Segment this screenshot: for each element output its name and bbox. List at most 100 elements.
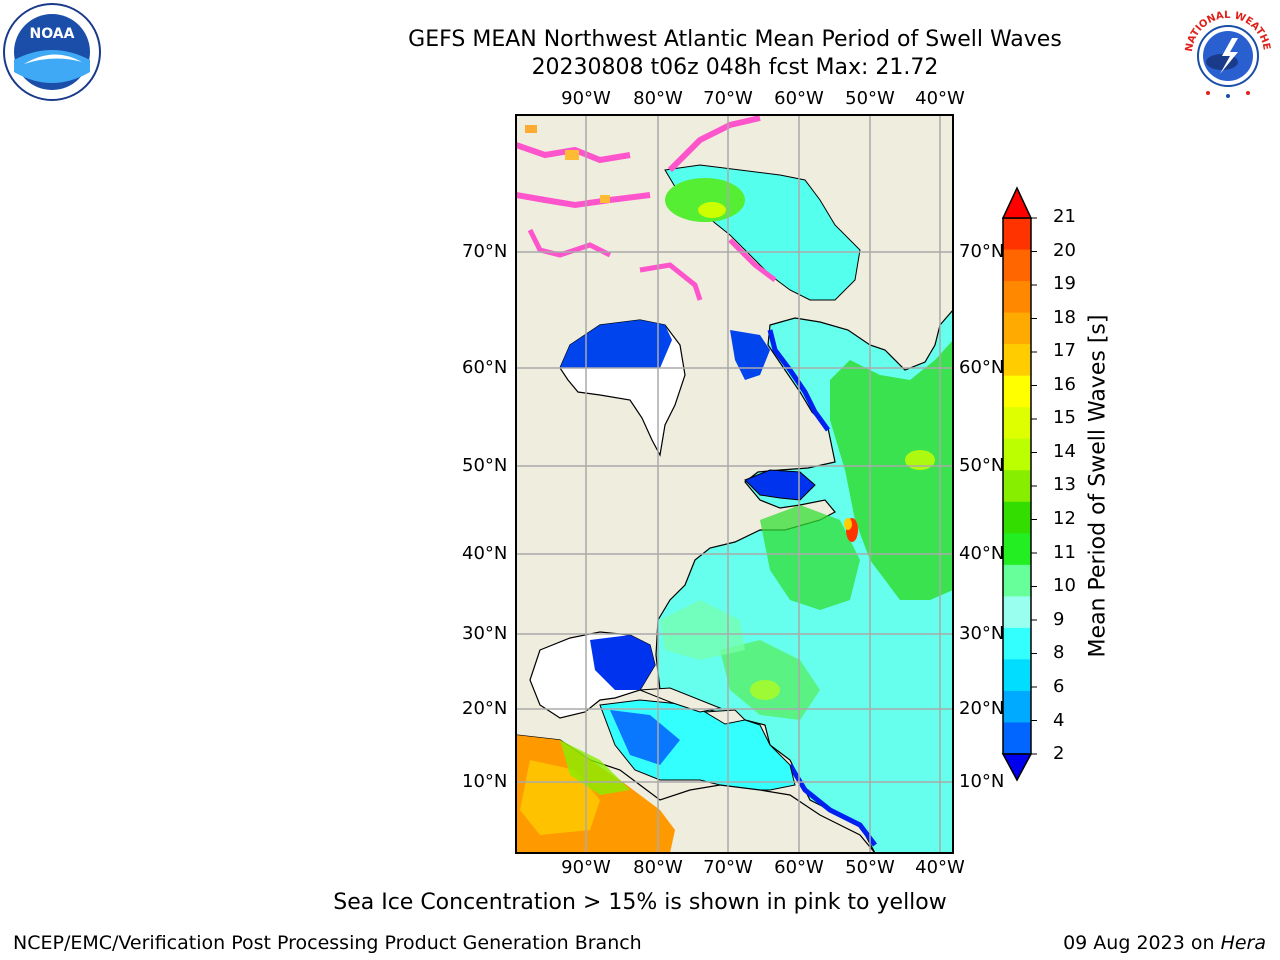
sea-ice-archipelago-2 — [516, 192, 651, 209]
colorbar-tick-4: 4 — [1053, 710, 1065, 731]
lon-label-top-80w: 80°W — [633, 88, 683, 109]
lon-label-top-50w: 50°W — [845, 88, 895, 109]
lon-label-bottom-50w: 50°W — [845, 857, 895, 878]
noaa-logo-icon: NOAA — [3, 3, 101, 101]
colorbar-band — [1003, 375, 1031, 408]
colorbar-tick-11: 11 — [1053, 542, 1076, 563]
gulf-of-mexico-waves — [590, 635, 655, 690]
colorbar-band — [1003, 564, 1031, 597]
baffin-yellow-patch — [698, 202, 726, 218]
footer-host: Hera — [1220, 932, 1266, 954]
colorbar-band — [1003, 344, 1031, 377]
colorbar-tick-10: 10 — [1053, 575, 1076, 596]
footer-date: 09 Aug 2023 on Hera — [1063, 932, 1266, 954]
colorbar-band — [1003, 533, 1031, 566]
lat-label-right-70n: 70°N — [959, 241, 1005, 262]
footer-credit: NCEP/EMC/Verification Post Processing Pr… — [13, 932, 642, 954]
footer-date-text: 09 Aug 2023 on — [1063, 932, 1221, 954]
colorbar-band — [1003, 501, 1031, 534]
lat-label-left-30n: 30°N — [462, 623, 508, 644]
colorbar-tick-9: 9 — [1053, 609, 1065, 630]
colorbar-band — [1003, 312, 1031, 345]
map-title: GEFS MEAN Northwest Atlantic Mean Period… — [408, 27, 1062, 52]
hudson-bay-waves — [560, 320, 672, 368]
lon-label-bottom-90w: 90°W — [561, 857, 611, 878]
lon-label-top-90w: 90°W — [561, 88, 611, 109]
colorbar-tick-18: 18 — [1053, 307, 1076, 328]
cuba — [639, 687, 722, 713]
colorbar-max-arrow — [1001, 186, 1033, 219]
sea-ice-band-baffin-2 — [728, 238, 777, 282]
colorbar-tick-17: 17 — [1053, 340, 1076, 361]
colorbar-band — [1003, 438, 1031, 471]
colorbar-tick-21: 21 — [1053, 206, 1076, 227]
colorbar-label: Mean Period of Swell Waves [s] — [1085, 314, 1111, 658]
lat-label-left-60n: 60°N — [462, 357, 508, 378]
map-frame — [515, 114, 954, 854]
colorbar-tick-15: 15 — [1053, 407, 1076, 428]
sea-ice-orange-1 — [525, 125, 537, 133]
gulf-st-lawrence — [744, 469, 816, 501]
lat-label-left-50n: 50°N — [462, 455, 508, 476]
lon-label-bottom-60w: 60°W — [774, 857, 824, 878]
lat-label-left-10n: 10°N — [462, 771, 508, 792]
lon-label-bottom-40w: 40°W — [915, 857, 965, 878]
lat-label-left-20n: 20°N — [462, 698, 508, 719]
colorbar-band — [1003, 659, 1031, 692]
lat-label-right-60n: 60°N — [959, 357, 1005, 378]
lat-label-right-40n: 40°N — [959, 543, 1005, 564]
lat-label-right-30n: 30°N — [959, 623, 1005, 644]
swell-zone-green-mid — [760, 505, 860, 610]
colorbar-tick-14: 14 — [1053, 441, 1076, 462]
sea-ice-orange-2 — [565, 150, 579, 160]
swell-zone-green-north — [830, 340, 953, 600]
colorbar — [1002, 217, 1037, 755]
swell-zone-light-green — [660, 600, 745, 660]
colorbar-tick-6: 6 — [1053, 676, 1065, 697]
colorbar-band — [1003, 722, 1031, 755]
colorbar-tick-16: 16 — [1053, 374, 1076, 395]
colorbar-tick-2: 2 — [1053, 743, 1065, 764]
lat-label-right-20n: 20°N — [959, 698, 1005, 719]
lon-label-bottom-70w: 70°W — [703, 857, 753, 878]
swell-yellow-patch — [905, 450, 935, 470]
colorbar-tick-20: 20 — [1053, 240, 1076, 261]
lat-label-right-50n: 50°N — [959, 455, 1005, 476]
colorbar-band — [1003, 249, 1031, 282]
colorbar-min-arrow — [1001, 753, 1033, 782]
sea-ice-archipelago-3 — [527, 228, 612, 258]
colorbar-band — [1003, 407, 1031, 440]
colorbar-tick-13: 13 — [1053, 474, 1076, 495]
swell-high-spot — [844, 518, 852, 530]
colorbar-band — [1003, 627, 1031, 660]
sea-ice-band-baffin — [667, 115, 761, 173]
hispaniola — [703, 709, 747, 725]
graticule — [516, 115, 953, 853]
colorbar-tick-12: 12 — [1053, 508, 1076, 529]
colorbar-band — [1003, 690, 1031, 723]
noaa-logo-text: NOAA — [30, 26, 75, 42]
map-subtitle: 20230808 t06z 048h fcst Max: 21.72 — [531, 55, 939, 80]
swell-zone-green-south — [720, 640, 820, 720]
sea-ice-orange-3 — [600, 195, 610, 203]
caribbean-blue-band — [610, 710, 680, 765]
lat-label-right-10n: 10°N — [959, 771, 1005, 792]
lon-label-top-70w: 70°W — [703, 88, 753, 109]
colorbar-band — [1003, 218, 1031, 251]
lon-label-top-40w: 40°W — [915, 88, 965, 109]
nws-logo-icon: NATIONAL WEATHER SERVICE — [1178, 2, 1274, 100]
colorbar-tick-8: 8 — [1053, 642, 1065, 663]
sea-ice-hudson-north — [639, 262, 703, 301]
lat-label-left-70n: 70°N — [462, 241, 508, 262]
lon-label-bottom-80w: 80°W — [633, 857, 683, 878]
colorbar-band — [1003, 470, 1031, 503]
colorbar-band — [1003, 281, 1031, 314]
colorbar-band — [1003, 596, 1031, 629]
coastal-short-period-band — [767, 329, 831, 432]
lat-label-left-40n: 40°N — [462, 543, 508, 564]
colorbar-tick-19: 19 — [1053, 273, 1076, 294]
sea-ice-caption: Sea Ice Concentration > 15% is shown in … — [333, 890, 947, 915]
swell-yellow-patch-2 — [750, 680, 780, 700]
lon-label-top-60w: 60°W — [774, 88, 824, 109]
